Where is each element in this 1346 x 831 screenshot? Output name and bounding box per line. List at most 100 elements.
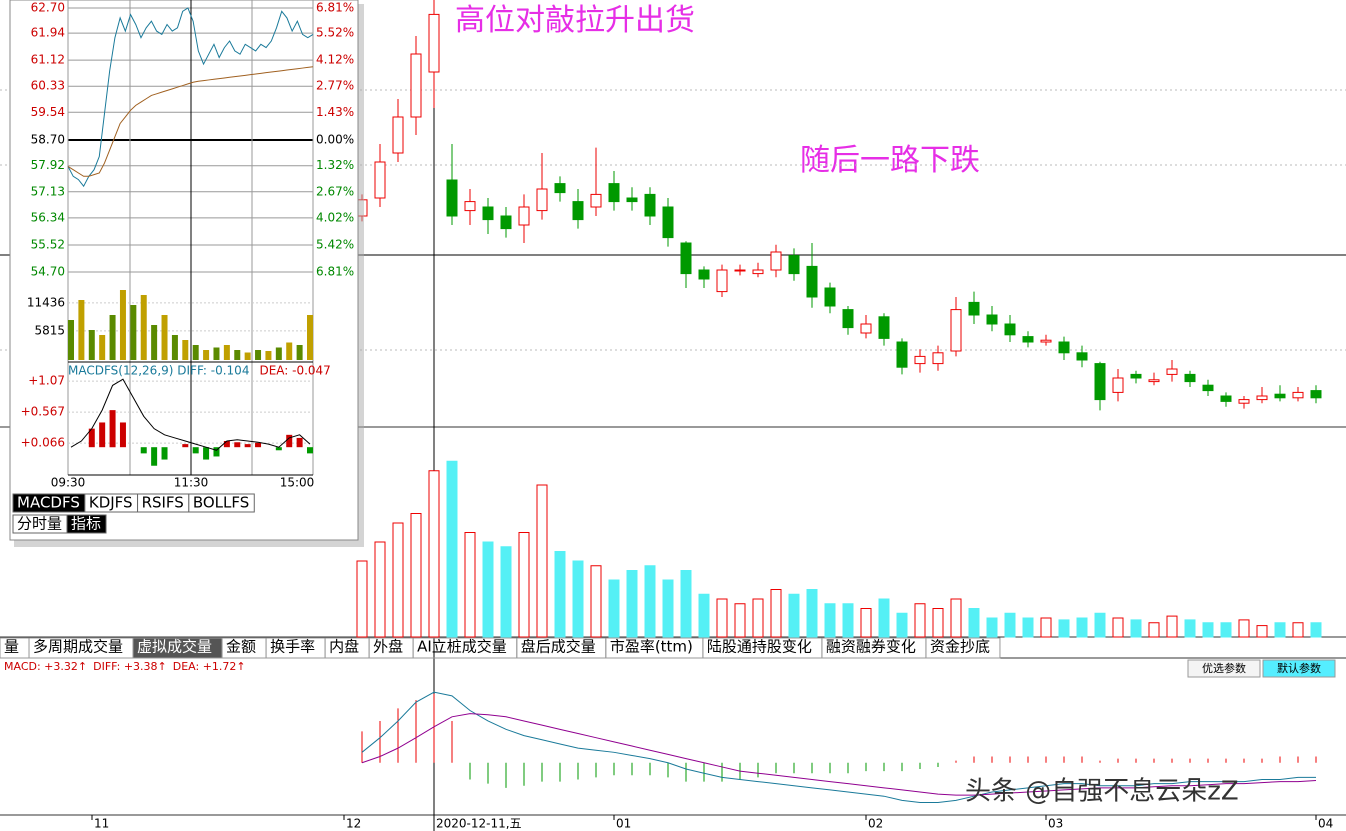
tab[interactable]: 量 [4,638,19,656]
volume-bar [536,484,548,638]
pct-label: 5.42% [316,237,354,251]
volume-bar [878,598,890,638]
candle-body [932,352,944,365]
volume-bar [1238,619,1250,638]
pct-label: 5.52% [316,26,354,40]
volume-bar [428,470,440,638]
y-tick-label: 61.12 [31,53,65,67]
macd-tick-label: +0.066 [21,436,65,450]
volume-bar [1058,619,1070,638]
tab[interactable]: 换手率 [270,638,315,656]
indicator-tab[interactable]: BOLLFS [193,494,249,512]
tab[interactable]: 资金抄底 [930,638,990,656]
candle-body [824,287,836,307]
candle-body [608,183,620,203]
candle-body [1130,373,1142,379]
volume-bar [1274,622,1286,638]
volume-bar [734,603,746,638]
x-label: 03 [1048,817,1063,831]
y-tick-label: 56.34 [31,210,65,224]
button-label[interactable]: 优选参数 [1202,661,1246,675]
candle-body [1274,393,1286,399]
macd-tick-label: +1.07 [28,374,65,388]
tab[interactable]: 虚拟成交量 [137,638,212,656]
volume-bar [1184,619,1196,638]
volume-bar [1130,619,1142,638]
pct-label: 4.12% [316,53,354,67]
watermark: 头条 @自强不息云朵zZ [965,777,1239,807]
tab[interactable]: 市盈率(ttm) [610,638,693,656]
price-line [67,7,314,188]
candle-body [770,251,782,271]
candle-body [1004,323,1016,336]
volume-bar [806,589,818,638]
candle-body [572,201,584,221]
volume-bar [770,589,782,638]
candle-body [1310,390,1322,399]
volume-bar [950,598,962,638]
volume-bar [410,513,422,638]
candle-body [1238,399,1250,404]
candle-body [428,13,440,73]
x-label: 11 [94,817,109,831]
candle-body [1256,395,1268,401]
indicator-tab[interactable]: KDJFS [89,494,133,512]
candle-body [1148,379,1160,383]
avg-line [67,66,314,177]
volume-bar [626,570,638,638]
volume-bar [464,532,476,638]
volume-bar [842,603,854,638]
candle-body [842,309,854,329]
indicator-tab[interactable]: RSIFS [142,494,184,512]
tab[interactable]: 金额 [226,638,256,656]
candle-body [1292,391,1304,399]
tab-bg [925,637,1001,659]
candle-body [860,323,872,334]
button[interactable] [1262,659,1336,678]
volume-bar [788,593,800,638]
y-tick-label: 57.13 [31,184,65,198]
pct-label: 1.32% [316,158,354,172]
candle-body [1220,395,1232,402]
volume-bar [824,603,836,638]
volume-bar [716,598,728,638]
macd-dea: DEA: -0.047 [259,364,330,378]
button[interactable] [1187,659,1261,678]
annotation: 随后一路下跌 [800,143,980,178]
tab[interactable]: 陆股通持股变化 [707,638,812,656]
tab[interactable]: 融资融券变化 [826,638,916,656]
candle-body [374,161,386,199]
y-tick-label: 55.52 [31,237,65,251]
annotation: 高位对敲拉升出货 [455,3,695,38]
volume-bar [500,546,512,638]
y-tick-label: 61.94 [31,26,65,40]
pct-label: 6.81% [316,1,354,15]
candle-body [1184,373,1196,383]
popup: 62.70 6.81% 61.94 5.52% 61.12 4.12% 60.33 2.77%… [9,0,364,547]
pct-label: 6.81% [316,265,354,279]
indicator-tab[interactable]: MACDFS [17,494,80,512]
volume-bar [644,565,656,638]
volume-bar [1040,617,1052,638]
x-label: 2020-12-11,五 [436,817,522,831]
dea-line [361,713,1317,796]
candle-body [554,183,566,194]
volume-bar [1004,612,1016,638]
tab[interactable]: 外盘 [373,638,403,656]
volume-bar [1202,622,1214,638]
button-label[interactable]: 默认参数 [1277,661,1321,675]
y-tick-label: 62.70 [31,1,65,15]
candle-body [950,309,962,352]
tab[interactable]: AI立桩成交量 [417,638,507,656]
view-tab[interactable]: 指标 [71,515,101,533]
candle-body [1022,336,1034,343]
tab[interactable]: 多周期成交量 [33,638,123,656]
candle-body [662,206,674,239]
view-tab[interactable]: 分时量 [17,515,62,533]
vol-tick-label: 11436 [27,295,65,309]
y-tick-label: 54.70 [31,265,65,279]
tab[interactable]: 盘后成交量 [521,638,596,656]
tab[interactable]: 内盘 [329,638,359,656]
